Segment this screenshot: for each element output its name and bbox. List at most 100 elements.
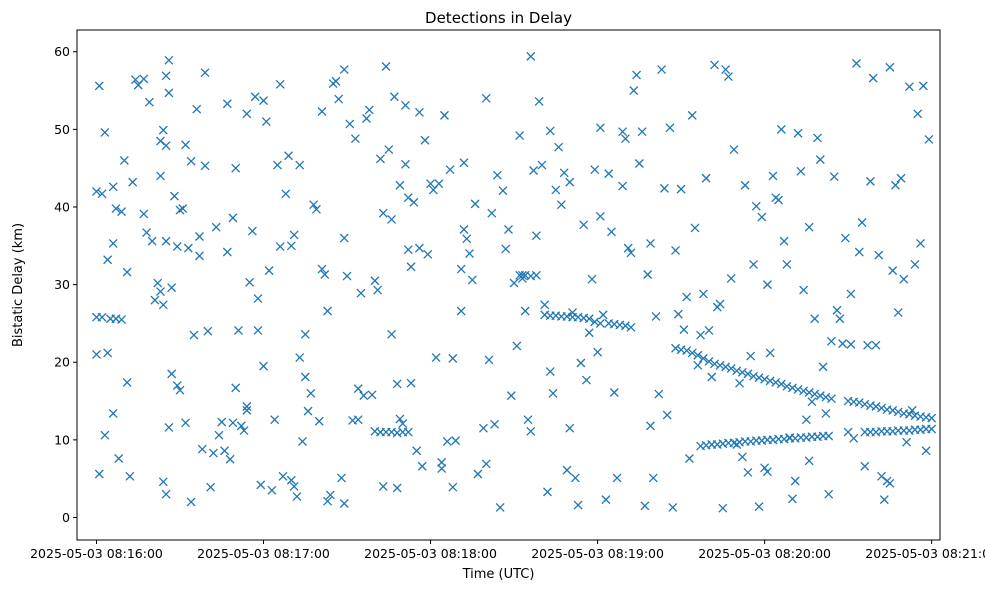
detection-marker [440,110,449,120]
detection-marker [492,170,502,180]
detection-marker [309,200,319,210]
detection-marker [749,371,758,381]
detection-marker [751,201,761,211]
detection-marker [401,159,410,169]
detection-marker [612,473,622,483]
detection-marker [810,389,820,399]
detection-marker [295,160,305,170]
detection-marker [306,388,316,398]
detection-marker [117,207,127,217]
detection-marker [153,278,163,288]
detection-marker [793,128,803,138]
detection-marker [128,177,138,187]
detection-marker [495,502,505,512]
detection-marker [470,199,480,209]
detection-marker [707,372,717,382]
detection-marker [646,239,655,248]
detection-marker [111,204,121,213]
detection-marker [387,214,397,224]
detection-marker [799,386,809,396]
detection-marker [531,231,541,241]
detection-marker [403,193,413,203]
detection-marker [286,475,296,485]
detection-marker [687,348,697,358]
y-axis-label: Bistatic Delay (km) [11,223,26,347]
detection-marker [403,427,413,437]
detection-marker [97,189,107,199]
detection-marker [531,270,541,280]
detection-marker [231,163,241,173]
detection-marker [595,123,605,133]
x-tick-label: 2025-05-03 08:20:00 [698,546,831,561]
detection-marker [231,383,241,393]
detection-marker [445,165,455,175]
detection-marker [573,500,583,510]
detection-marker [387,329,397,339]
detection-marker [754,502,764,512]
detection-marker [473,469,483,479]
detection-marker [821,392,831,402]
detection-marker [462,234,472,244]
detection-marker [119,155,129,165]
detection-marker [339,233,349,243]
detection-marker [590,165,600,175]
detection-marker [671,245,680,255]
detection-marker [487,208,497,218]
detection-marker [465,249,474,259]
detection-marker [114,454,124,463]
detection-marker [765,348,775,358]
detection-marker [743,369,753,379]
detection-marker [893,407,903,417]
detection-marker [239,426,249,436]
detection-marker [640,501,650,511]
detection-marker [125,471,135,481]
detection-marker [885,62,895,72]
detection-marker [442,436,452,446]
detection-marker [320,270,330,279]
detection-marker [565,177,575,187]
detection-marker [164,88,174,98]
detection-marker [103,348,113,358]
detection-marker [389,92,399,102]
detection-marker [167,369,177,379]
detection-marker [565,423,575,433]
detection-marker [448,353,458,363]
detection-marker [868,73,878,83]
detection-marker [902,437,912,447]
detection-marker [838,339,848,349]
detection-marker [161,141,171,151]
detection-marker [167,283,177,293]
detection-marker [451,436,461,446]
detection-marker [584,328,594,338]
detection-marker [206,482,216,492]
detection-marker [172,242,182,252]
detection-marker [815,155,825,165]
detection-marker [665,123,675,133]
detection-marker [195,232,204,241]
detection-marker [604,169,614,179]
detection-marker [292,492,302,501]
detection-marker [740,180,750,190]
detection-marker [860,461,870,471]
detection-marker [657,65,667,75]
detection-marker [804,388,814,397]
detection-marker [222,99,232,109]
detection-marker [150,295,160,305]
detection-marker [790,476,800,486]
detection-marker [384,145,394,155]
detection-marker [540,300,550,310]
detection-marker [729,145,739,155]
detection-marker [735,378,745,388]
detection-marker [459,158,469,168]
detection-marker [523,415,533,425]
detection-marker [576,358,586,368]
detection-marker [242,402,252,411]
detection-marker [169,191,179,201]
detection-marker [890,180,900,190]
detection-marker [222,247,232,257]
detection-marker [587,274,597,284]
detection-marker [506,391,516,401]
detection-marker [317,264,327,274]
detection-marker [618,127,628,137]
detection-marker [913,109,923,119]
